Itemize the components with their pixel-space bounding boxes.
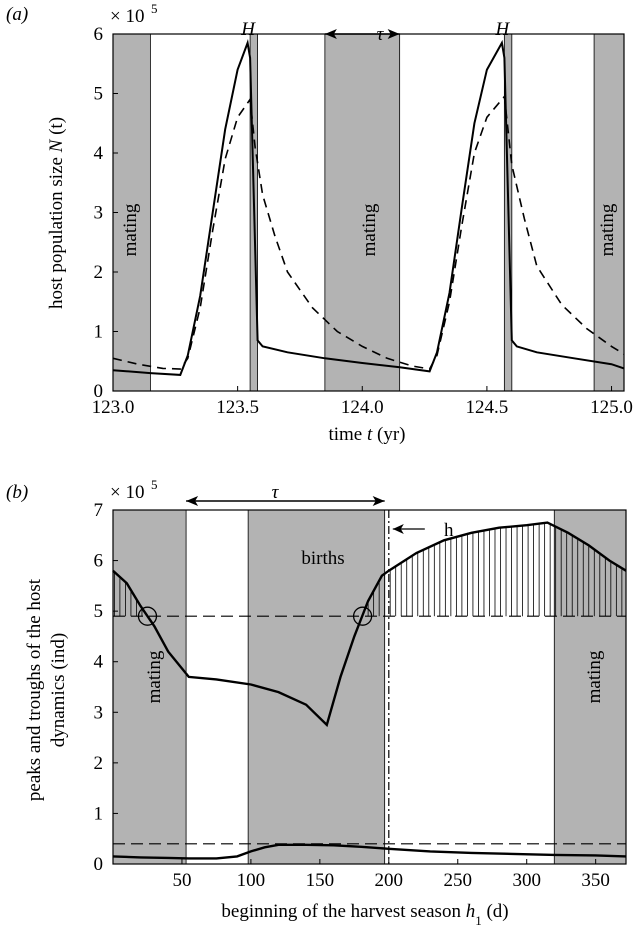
panel-b-series-peaks: [112, 521, 627, 728]
panel-b-period-arrow-head-left: [186, 496, 199, 506]
panel-b-birth-band: [247, 509, 386, 865]
panel-a-exponent-power: 5: [151, 1, 158, 16]
panel-b-x-ticks: 50 100 150 200 250 300 350: [172, 859, 610, 891]
panel-b-marker-2: [352, 606, 373, 626]
panel-a-y-tick-label: 2: [94, 262, 104, 283]
panel-b-y-tick-label: 7: [94, 500, 104, 521]
panel-b-markers: [137, 606, 373, 626]
panel-b-x-tick-label: 100: [237, 870, 266, 891]
panel-a-harvest-label-1: H: [240, 19, 256, 40]
panel-b-h-arrow-head: [392, 524, 404, 534]
panel-a: 123.0 123.5 124.0 124.5 125.0 0 1 2 3 4 5 6 (a) × …: [6, 1, 633, 445]
panel-a-period-arrow-head-right: [387, 29, 400, 39]
panel-a-x-tick-label: 124.0: [341, 397, 384, 418]
panel-b-y-label-line-2: dynamics (ind): [48, 633, 69, 748]
panel-b-mating-band-1: [112, 509, 187, 865]
panel-a-y-ticks: 0 1 2 3 4 5 6: [94, 24, 118, 402]
panel-a-y-tick-label: 1: [94, 322, 104, 343]
panel-b-x-tick-label: 300: [512, 870, 541, 891]
panel-b-exponent-base: × 10: [110, 482, 144, 503]
panel-b-bands: [112, 509, 627, 865]
panel-b-x-tick-label: 50: [172, 870, 191, 891]
panel-a-tag: (a): [6, 4, 28, 25]
panel-b-mating-band-2: [553, 509, 627, 865]
panel-b-y-tick-label: 5: [94, 601, 104, 622]
panel-a-band-label-3: mating: [597, 203, 618, 256]
panel-b-h-label: h: [444, 520, 454, 541]
panel-a-x-tick-label: 123.5: [216, 397, 259, 418]
panel-b-reference-lines: [113, 615, 626, 845]
panel-b-births-label: births: [301, 548, 344, 569]
panel-a-x-tick-label: 123.0: [92, 397, 135, 418]
panel-a-x-tick-label: 124.5: [466, 397, 509, 418]
panel-b-x-tick-label: 250: [444, 870, 473, 891]
panel-b-x-tick-label: 200: [375, 870, 404, 891]
panel-b-period-label: τ: [272, 482, 280, 503]
panel-b-tag: (b): [6, 482, 28, 503]
panel-b-h-arrow: [392, 524, 425, 534]
panel-a-series: [112, 39, 625, 376]
panel-a-x-label: time t (yr): [328, 424, 405, 445]
panel-b-marker-1: [137, 606, 158, 626]
panel-a-y-tick-label: 0: [94, 381, 104, 402]
panel-a-period-arrow-head-left: [324, 29, 337, 39]
panel-a-exponent-base: × 10: [110, 6, 144, 27]
panel-a-y-tick-label: 5: [94, 84, 104, 105]
panel-b-y-tick-label: 4: [94, 652, 104, 673]
panel-b-frame: [112, 509, 627, 865]
panel-a-mating-band-1: [112, 33, 151, 392]
panel-a-y-tick-label: 4: [94, 143, 104, 164]
panel-b-band-label-2: mating: [584, 650, 605, 703]
panel-b-x-label: beginning of the harvest season h1 (d): [221, 901, 508, 926]
panel-a-series-solid: [112, 39, 625, 376]
panel-b-y-tick-label: 3: [94, 702, 104, 723]
panel-a-x-tick-label: 125.0: [590, 397, 633, 418]
panel-a-y-label: host population size N (t): [46, 117, 67, 309]
panel-b-period-arrow: [186, 496, 385, 506]
panel-b-x-tick-label: 150: [306, 870, 335, 891]
panel-a-x-ticks: 123.0 123.5 124.0 124.5 125.0: [92, 386, 633, 418]
panel-a-harvest-label-2: H: [494, 19, 510, 40]
panel-a-band-label-1: mating: [120, 203, 141, 256]
panel-b: 50 100 150 200 250 300 350 0 1 2 3 4 5 6 7 (b) × 10 5…: [6, 477, 627, 926]
panel-b-band-label-1: mating: [144, 650, 165, 703]
panel-b-period-arrow-head-right: [372, 496, 385, 506]
panel-b-series: [112, 521, 627, 860]
panel-b-hatching: [113, 522, 623, 617]
panel-a-y-tick-label: 6: [94, 24, 104, 45]
panel-b-series-troughs: [112, 843, 627, 860]
panel-b-y-tick-label: 0: [94, 854, 104, 875]
panel-b-y-tick-label: 6: [94, 551, 104, 572]
panel-b-y-label-line-1: peaks and troughs of the host: [24, 578, 45, 801]
panel-b-exponent-power: 5: [151, 477, 158, 492]
panel-a-series-dashed: [112, 94, 625, 370]
panel-b-y-tick-label: 2: [94, 753, 104, 774]
panel-a-period-arrow: [324, 29, 400, 39]
panel-b-y-ticks: 0 1 2 3 4 5 6 7: [94, 500, 118, 875]
panel-b-x-tick-label: 350: [581, 870, 610, 891]
panel-b-y-tick-label: 1: [94, 803, 104, 824]
panel-a-band-label-2: mating: [359, 203, 380, 256]
panel-a-y-tick-label: 3: [94, 203, 104, 224]
